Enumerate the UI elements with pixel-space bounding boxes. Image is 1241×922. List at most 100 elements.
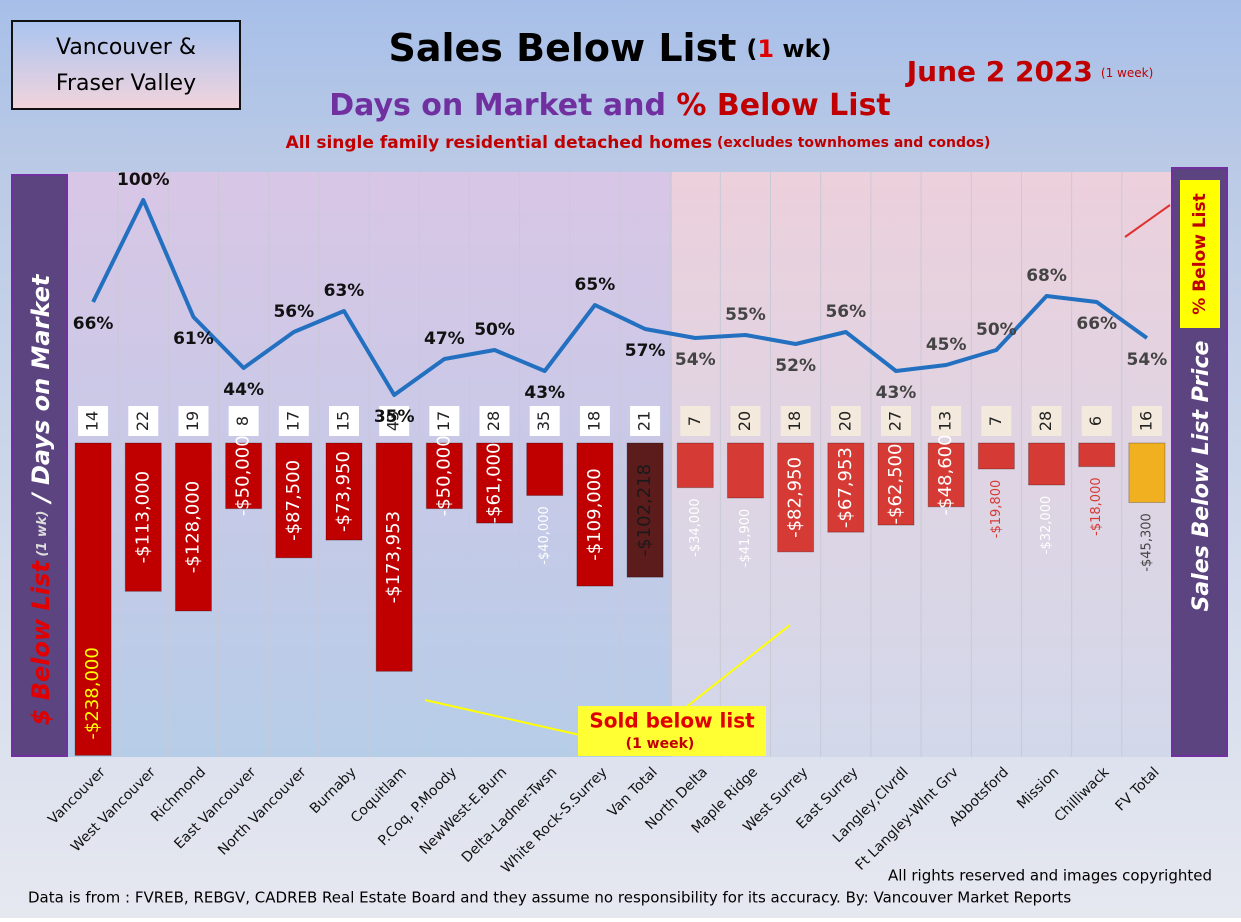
days-label: 18 (785, 411, 804, 431)
days-box (730, 406, 761, 436)
bar-value-label: -$61,000 (484, 443, 505, 524)
subtitle-accent: % Below List (676, 88, 890, 123)
bar-value-label: -$67,953 (835, 447, 856, 528)
bar (476, 442, 514, 524)
description-main: All single family residential detached h… (286, 133, 713, 153)
bar (74, 442, 112, 756)
bar (777, 442, 815, 553)
days-label: 35 (534, 411, 553, 431)
line-value-label: 61% (173, 329, 214, 349)
days-box (479, 406, 510, 436)
days-label: 6 (1086, 416, 1105, 426)
days-box (78, 406, 109, 436)
bar-value-label: -$128,000 (182, 481, 203, 573)
days-label: 16 (1136, 411, 1155, 431)
days-box (178, 406, 209, 436)
days-box (529, 406, 560, 436)
y2-box-label: % Below List (1190, 193, 1210, 314)
line-value-label: 44% (223, 380, 264, 400)
bar-value-label: -$238,000 (82, 647, 103, 739)
bar (977, 442, 1015, 470)
title-note: ( (746, 35, 757, 63)
description: All single family residential detached h… (286, 133, 991, 153)
bar-value-label: -$40,000 (537, 506, 552, 564)
days-label: 27 (886, 411, 905, 431)
date: June 2 2023 (1 week) (905, 55, 1154, 88)
days-box (128, 406, 159, 436)
days-label: 17 (434, 411, 453, 431)
line-value-label: 43% (876, 383, 917, 403)
bar (726, 442, 764, 499)
callout-arrow (424, 699, 581, 736)
y-label-note: (1 wk) (35, 511, 50, 562)
line-value-label: 56% (825, 302, 866, 322)
bar-value-label: -$41,900 (738, 509, 753, 567)
y2-box (1180, 180, 1220, 328)
bar-value-label: -$109,000 (584, 468, 605, 560)
bar (827, 442, 865, 533)
y-label-rest: / Days on Market (27, 273, 55, 510)
days-label: 20 (735, 411, 754, 431)
days-label: 28 (484, 411, 503, 431)
callout-arrow (679, 624, 791, 713)
bar-value-label: -$45,300 (1139, 513, 1154, 571)
bar (1128, 442, 1166, 503)
bar (877, 442, 915, 526)
bar-value-label: -$50,000 (233, 435, 254, 516)
days-label: 21 (635, 411, 654, 431)
title-note: 1 (757, 35, 774, 63)
days-label: 7 (986, 416, 1005, 426)
days-label: 14 (83, 411, 102, 431)
bar-value-label: -$82,950 (785, 457, 806, 538)
days-box (780, 406, 811, 436)
region-line: Fraser Valley (56, 71, 196, 96)
bar-value-label: -$62,500 (885, 444, 906, 525)
pointer-arrow (1124, 204, 1171, 238)
bar (425, 442, 463, 510)
days-box (579, 406, 610, 436)
days-box (1131, 406, 1162, 436)
subtitle: Days on Market and % Below List (329, 88, 891, 123)
bar (174, 442, 212, 612)
category-separators (117, 172, 1123, 757)
region-box (11, 20, 241, 110)
bar (526, 442, 564, 496)
line-value-label: 63% (324, 281, 365, 301)
bar (676, 442, 714, 489)
description-note: (excludes townhomes and condos) (712, 135, 990, 151)
line-value-label: 50% (976, 320, 1017, 340)
bar (1078, 442, 1116, 468)
line-value-label: 100% (117, 170, 170, 190)
days-box (1031, 406, 1062, 436)
days-box (630, 406, 661, 436)
days-label: 20 (835, 411, 854, 431)
y-axis-label: $ Below List (1 wk) / Days on Market (27, 273, 55, 725)
days-label: 7 (685, 416, 704, 426)
bar (576, 442, 614, 587)
line-value-label: 50% (474, 320, 515, 340)
bar (375, 442, 413, 672)
line-value-label: 57% (625, 341, 666, 361)
bar-value-label: -$113,000 (132, 471, 153, 563)
days-box (228, 406, 259, 436)
line-value-label: 54% (1127, 350, 1168, 370)
bar-value-label: -$18,000 (1089, 477, 1104, 535)
line-value-label: 55% (725, 305, 766, 325)
days-label: 19 (183, 411, 202, 431)
bar (124, 442, 162, 592)
bar-value-label: -$50,000 (433, 435, 454, 516)
bar-value-label: -$87,500 (283, 460, 304, 541)
days-box (379, 406, 410, 436)
callout-note: (1 week) (626, 736, 695, 752)
days-box (981, 406, 1012, 436)
footer-source: Data is from : FVREB, REBGV, CADREB Real… (28, 889, 1071, 907)
line-value-label: 65% (575, 275, 616, 295)
date-main: June 2 2023 (905, 55, 1093, 88)
days-box (931, 406, 962, 436)
bar (927, 442, 965, 508)
days-box (429, 406, 460, 436)
date-note: (1 week) (1101, 66, 1153, 80)
line-value-label: 54% (675, 350, 716, 370)
line-value-label: 43% (524, 383, 565, 403)
